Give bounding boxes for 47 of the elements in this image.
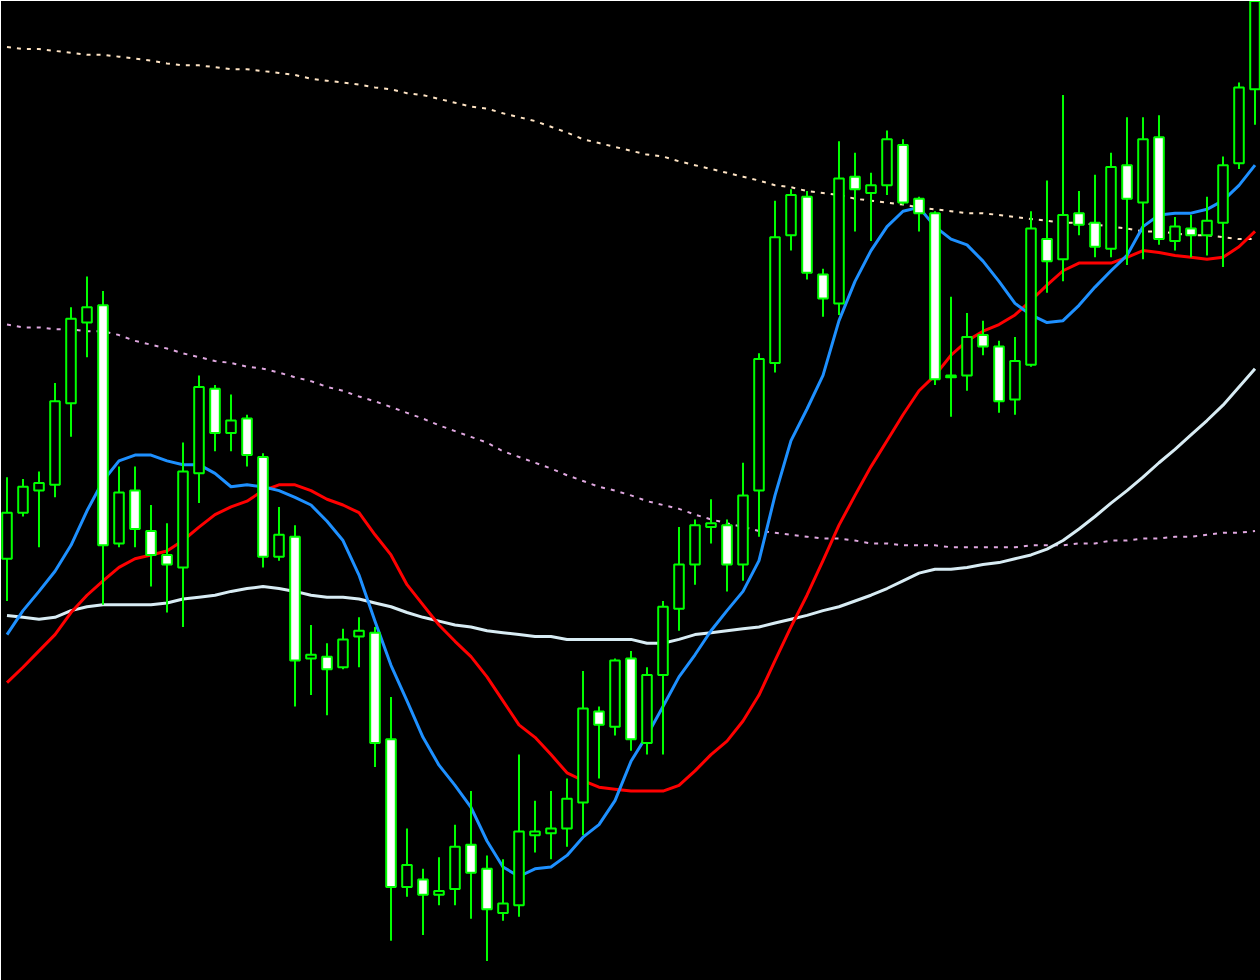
candlestick xyxy=(481,854,493,962)
candlestick xyxy=(81,275,93,359)
candlestick xyxy=(1057,94,1069,283)
candlestick xyxy=(337,627,349,671)
candlestick xyxy=(1041,179,1053,294)
candlestick xyxy=(673,526,685,632)
candlestick xyxy=(961,312,973,392)
candlestick xyxy=(1201,195,1213,257)
candlestick xyxy=(785,188,797,252)
candlestick xyxy=(849,151,861,233)
candlestick xyxy=(241,413,253,468)
candlestick xyxy=(449,823,461,907)
candlestick xyxy=(417,867,429,937)
candlestick xyxy=(129,465,141,549)
candlestick xyxy=(17,478,29,518)
candlestick xyxy=(977,319,989,357)
candlestick xyxy=(865,171,877,242)
candlestick xyxy=(1009,336,1021,416)
candlestick xyxy=(1089,173,1101,259)
candlestick xyxy=(225,393,237,453)
candlestick xyxy=(209,384,221,453)
candlestick xyxy=(305,624,317,697)
candlestick xyxy=(433,856,445,907)
candlestick xyxy=(1169,216,1181,252)
candlestick xyxy=(1185,214,1197,259)
candlestick xyxy=(1121,116,1133,266)
candlestick xyxy=(1073,190,1085,237)
candlestick xyxy=(881,129,893,196)
candlestick xyxy=(33,470,45,549)
candlestick xyxy=(353,616,365,669)
candlestick xyxy=(705,498,717,545)
candlestick xyxy=(721,518,733,593)
candlestick xyxy=(593,705,605,780)
candlestick xyxy=(465,790,477,920)
candlestick xyxy=(561,777,573,848)
candlestick xyxy=(529,799,541,854)
candlestick xyxy=(497,858,509,922)
candlestick xyxy=(321,642,333,717)
candlestick xyxy=(545,790,557,861)
candlestick xyxy=(689,518,701,586)
candlestick xyxy=(817,267,829,318)
candlestick xyxy=(145,504,157,588)
candlestick xyxy=(401,827,413,898)
candlestick xyxy=(945,295,957,418)
candlestick xyxy=(273,505,285,562)
candlestick xyxy=(913,195,925,233)
candlestick xyxy=(161,522,173,614)
